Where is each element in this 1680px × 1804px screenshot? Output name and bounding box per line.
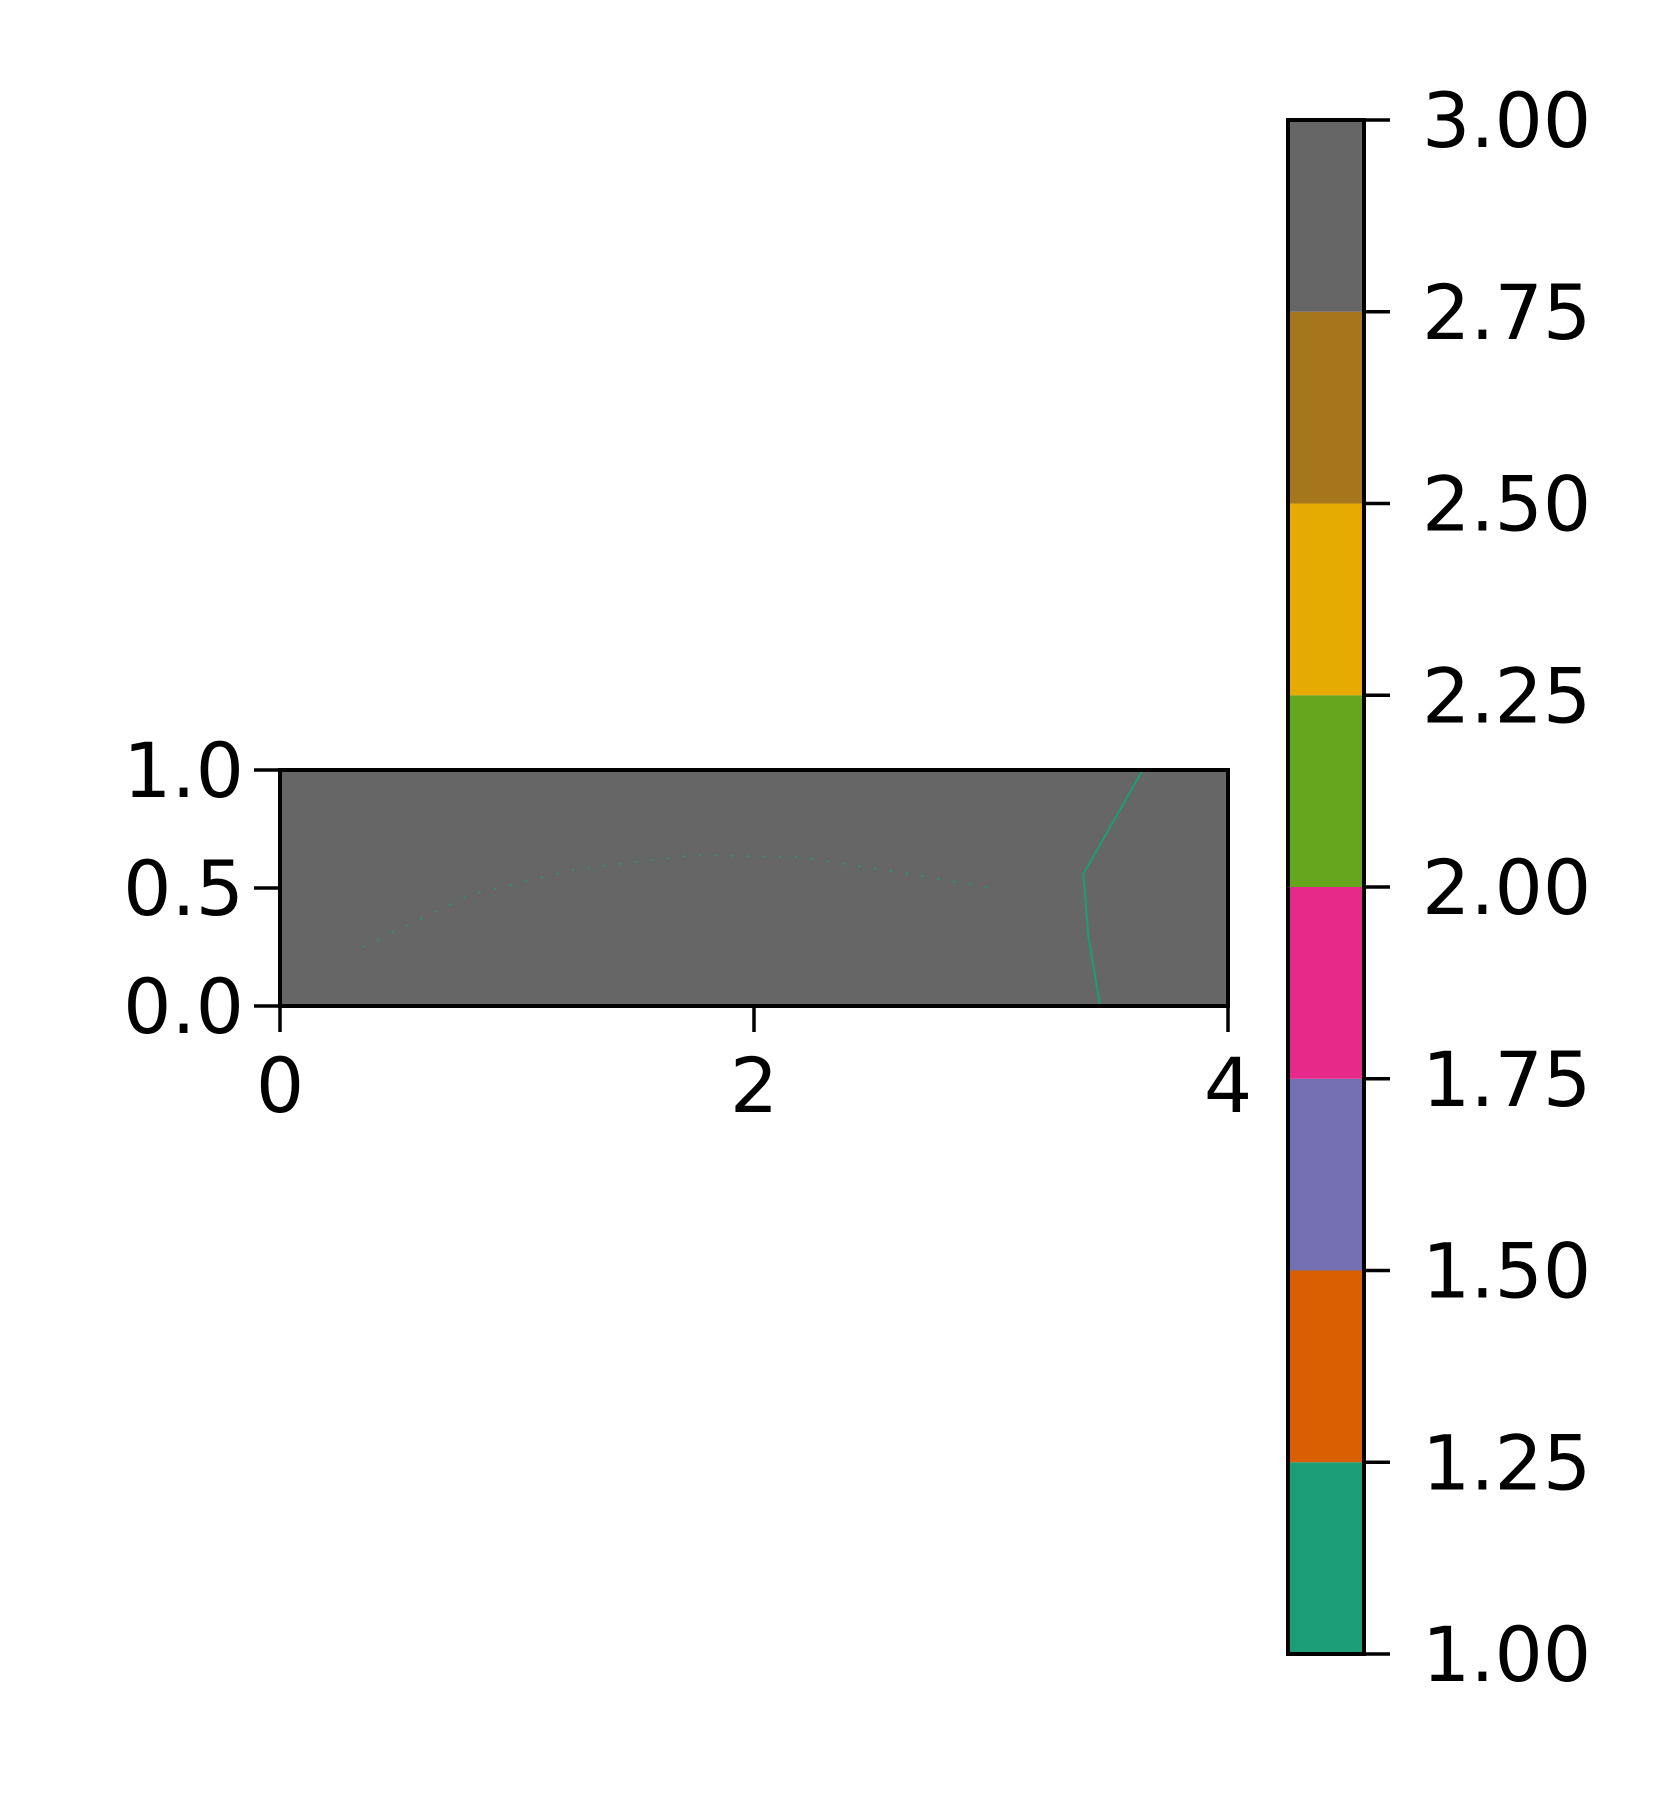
colorbar-tick-label-2: 1.50 <box>1422 1227 1591 1316</box>
colorbar-level-0 <box>1288 1462 1364 1654</box>
colorbar-tick-label-4: 2.00 <box>1422 843 1591 932</box>
colorbar-level-4 <box>1288 695 1364 887</box>
y-tick-label-0: 0.0 <box>123 962 244 1051</box>
colorbar-level-7 <box>1288 120 1364 312</box>
colorbar-tick-label-7: 2.75 <box>1422 268 1591 357</box>
colorbar-level-1 <box>1288 1270 1364 1463</box>
colorbar-level-3 <box>1288 887 1364 1079</box>
colorbar-tick-label-1: 1.25 <box>1422 1418 1591 1507</box>
colorbar-level-5 <box>1288 503 1364 696</box>
y-tick-label-1: 0.5 <box>123 844 244 933</box>
colorbar-tick-label-5: 2.25 <box>1422 651 1591 740</box>
x-tick-label-1: 2 <box>730 1041 778 1130</box>
plot-area: 0 2 4 0.0 0.5 1.0 <box>123 726 1252 1130</box>
colorbar-level-2 <box>1288 1078 1364 1271</box>
colorbar: 1.00 1.25 1.50 1.75 2.00 2.25 2.50 2.75 3.00 <box>1286 76 1591 1699</box>
y-tick-label-2: 1.0 <box>123 726 244 815</box>
colorbar-tick-label-6: 2.50 <box>1422 460 1591 549</box>
colorbar-tick-label-8: 3.00 <box>1422 76 1591 165</box>
heatmap-fill <box>280 770 1228 1006</box>
x-tick-label-0: 0 <box>256 1041 304 1130</box>
x-tick-label-2: 4 <box>1204 1041 1252 1130</box>
colorbar-level-6 <box>1288 311 1364 504</box>
colorbar-tick-label-0: 1.00 <box>1422 1610 1591 1699</box>
colorbar-tick-label-3: 1.75 <box>1422 1035 1591 1124</box>
contour-line-1 <box>1082 769 1144 1007</box>
